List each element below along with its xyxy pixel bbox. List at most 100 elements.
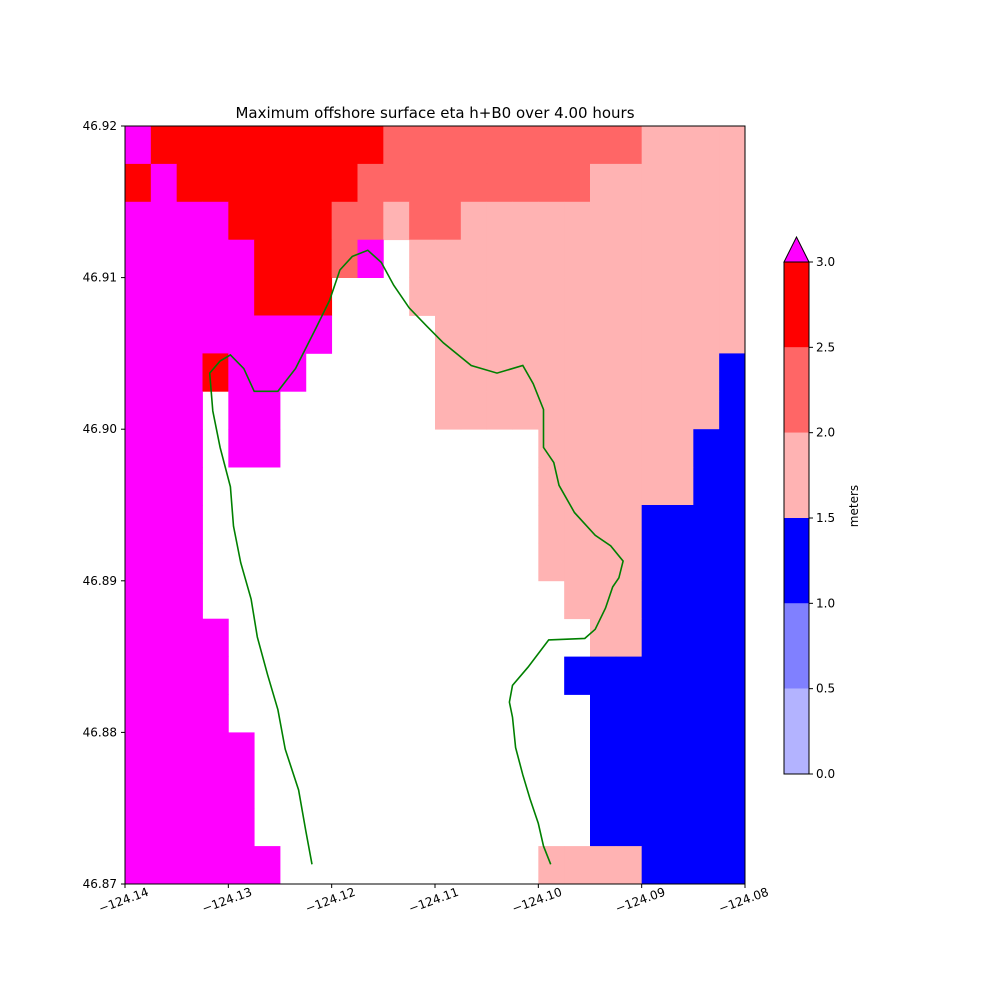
heatmap-cell [667, 201, 694, 241]
heatmap-cell [512, 201, 539, 241]
heatmap-cell [693, 429, 720, 468]
heatmap-cell [176, 846, 203, 885]
heatmap-cell [331, 239, 358, 278]
heatmap-cell [641, 808, 668, 847]
heatmap-cell [486, 315, 513, 354]
heatmap-cell [719, 163, 746, 203]
heatmap-cell [409, 126, 436, 165]
heatmap-cell [460, 163, 488, 203]
heatmap-cell [202, 770, 229, 809]
heatmap-cell [693, 732, 720, 771]
heatmap-cell [150, 846, 178, 885]
heatmap-cell [254, 391, 281, 430]
heatmap-cell [125, 201, 152, 241]
heatmap-cell [590, 808, 617, 847]
heatmap-cell [693, 618, 720, 657]
heatmap-cell [486, 163, 513, 203]
heatmap-cell [150, 315, 178, 354]
heatmap-cell [125, 656, 152, 695]
heatmap-cell [667, 808, 694, 847]
heatmap-cell [202, 315, 229, 354]
heatmap-cell [641, 846, 668, 885]
y-tick-label: 46.88 [83, 725, 117, 739]
heatmap-cell [693, 846, 720, 885]
heatmap-cell [667, 846, 694, 885]
heatmap-cell [564, 315, 591, 354]
chart-title: Maximum offshore surface eta h+B0 over 4… [235, 104, 634, 122]
heatmap-cell [305, 277, 333, 316]
heatmap-cell [719, 391, 746, 430]
heatmap-cell [641, 277, 668, 316]
heatmap-cell [667, 126, 694, 165]
heatmap-cell [564, 505, 591, 544]
heatmap-cell [176, 656, 203, 695]
heatmap-cell [357, 126, 384, 165]
heatmap-cell [383, 126, 410, 165]
heatmap-cell [176, 201, 203, 241]
heatmap-cell [538, 505, 565, 544]
heatmap-cell [254, 277, 281, 316]
heatmap-cell [176, 808, 203, 847]
heatmap-cell [280, 277, 307, 316]
heatmap-cell [667, 618, 694, 657]
heatmap-cell [590, 694, 617, 733]
heatmap-cell [254, 239, 281, 278]
heatmap-cell [176, 315, 203, 354]
heatmap-cell [409, 163, 436, 203]
heatmap-cell [125, 694, 152, 733]
heatmap-cell [615, 429, 643, 468]
heatmap-cell [435, 126, 462, 165]
heatmap-cell [176, 391, 203, 430]
heatmap-cell [202, 846, 229, 885]
heatmap-cell [125, 315, 152, 354]
heatmap-cell [305, 239, 333, 278]
heatmap-cell [125, 770, 152, 809]
heatmap-cell [486, 391, 513, 430]
heatmap-cell [176, 505, 203, 544]
heatmap-cell [125, 846, 152, 885]
heatmap-cell [202, 126, 229, 165]
heatmap-cell [150, 239, 178, 278]
heatmap-cell [176, 239, 203, 278]
colorbar-band [784, 518, 809, 604]
heatmap-cell [590, 391, 617, 430]
heatmap-cell [590, 429, 617, 468]
heatmap-cell [331, 201, 358, 241]
heatmap-cell [641, 315, 668, 354]
heatmap-cell [409, 201, 436, 241]
heatmap-cell [202, 353, 229, 392]
heatmap-cell [202, 694, 229, 733]
heatmap-cell [512, 391, 539, 430]
heatmap-cell [254, 315, 281, 354]
heatmap-cell [564, 846, 591, 885]
heatmap-cell [564, 277, 591, 316]
heatmap-cell [228, 163, 255, 203]
heatmap-cell [693, 315, 720, 354]
colorbar-ticks: 0.0 0.5 1.0 1.5 2.0 2.5 3.0 [809, 255, 835, 781]
heatmap-cell [176, 618, 203, 657]
heatmap-cell [590, 656, 617, 695]
heatmap-cell [176, 126, 203, 165]
heatmap-cell [719, 542, 746, 582]
heatmap-cell [486, 201, 513, 241]
heatmap-cell [615, 467, 643, 506]
heatmap-cell [590, 163, 617, 203]
heatmap-cell [590, 732, 617, 771]
heatmap-cell [564, 467, 591, 506]
heatmap-cell [150, 580, 178, 620]
colorbar-tick-label: 0.0 [816, 767, 835, 781]
heatmap-cell [125, 391, 152, 430]
heatmap-cell [564, 542, 591, 582]
heatmap-cell [641, 542, 668, 582]
heatmap-cell [693, 467, 720, 506]
heatmap-cell [538, 277, 565, 316]
heatmap-cell [641, 618, 668, 657]
heatmap-cell [641, 467, 668, 506]
heatmap-cells [125, 126, 746, 885]
heatmap-cell [693, 201, 720, 241]
heatmap-cell [435, 315, 462, 354]
heatmap-cell [667, 542, 694, 582]
heatmap-cell [512, 239, 539, 278]
heatmap-cell [280, 239, 307, 278]
